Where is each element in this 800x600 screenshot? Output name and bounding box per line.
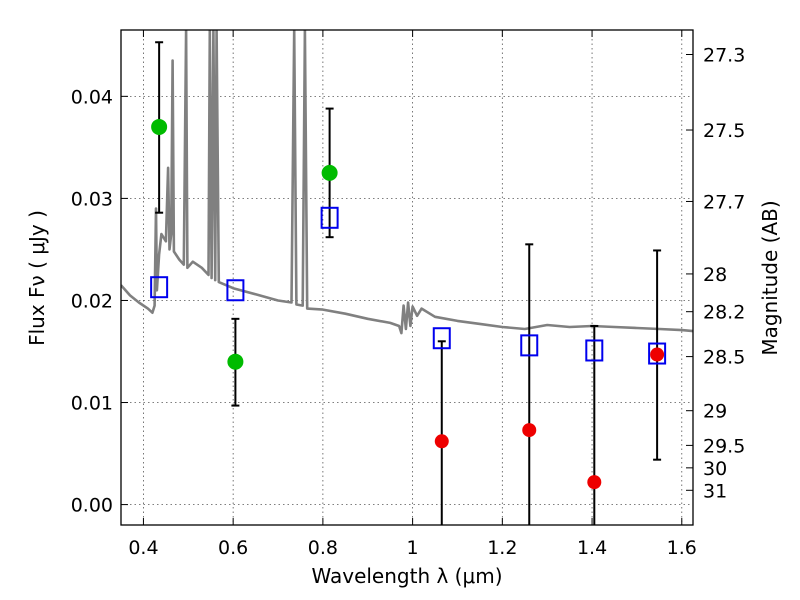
right-tick-label: 27.7 <box>703 191 745 213</box>
model-photometry-box <box>150 276 169 299</box>
x-tick-label: 1.2 <box>487 537 517 559</box>
model-photometry-box <box>432 327 451 350</box>
x-tick-label: 1 <box>407 537 419 559</box>
x-tick-label: 0.4 <box>128 537 158 559</box>
non-detection-point <box>522 423 537 438</box>
right-tick-label: 29.5 <box>703 435 745 457</box>
detection-point <box>151 118 168 135</box>
x-tick-label: 0.6 <box>218 537 248 559</box>
right-tick-label: 27.5 <box>703 120 745 142</box>
non-detection-point <box>650 347 665 362</box>
model-photometry-box <box>226 279 245 302</box>
plot-frame <box>120 29 694 526</box>
x-axis-title: Wavelength λ (μm) <box>311 564 502 588</box>
right-axis-title: Magnitude (AB) <box>758 200 782 355</box>
detection-point <box>321 164 338 181</box>
model-photometry-box <box>520 334 539 357</box>
axis-ticks <box>121 30 693 525</box>
model-photometry-box <box>320 206 339 229</box>
x-tick-label: 1.4 <box>577 537 607 559</box>
plot-area <box>121 30 693 525</box>
right-tick-label: 28.2 <box>703 302 745 324</box>
model-photometry-box <box>585 339 604 362</box>
x-tick-labels: 0.4 0.6 0.8 1 1.2 1.4 1.6 <box>128 537 697 559</box>
observed-photometry-points <box>151 118 665 490</box>
detection-point <box>227 353 244 370</box>
right-tick-label: 27.3 <box>703 44 745 66</box>
x-tick-label: 0.8 <box>308 537 338 559</box>
non-detection-point <box>434 434 449 449</box>
y-tick-label: 0.01 <box>71 393 113 415</box>
model-photometry-boxes <box>150 206 667 365</box>
y-axis-title: Flux Fν ( μJy ) <box>25 210 49 346</box>
y-tick-label: 0.03 <box>71 188 113 210</box>
right-tick-label: 28 <box>703 264 727 286</box>
y-tick-label: 0.04 <box>71 86 113 108</box>
right-tick-label: 30 <box>703 458 727 480</box>
x-tick-label: 1.6 <box>667 537 697 559</box>
right-tick-label: 31 <box>703 480 727 502</box>
non-detection-point <box>587 475 602 490</box>
y-tick-label: 0.00 <box>71 495 113 517</box>
right-tick-label: 29 <box>703 401 727 423</box>
y-tick-labels: 0.00 0.01 0.02 0.03 0.04 <box>71 86 113 516</box>
model-photometry-box <box>648 342 667 365</box>
model-spectrum-line <box>121 30 693 335</box>
y-tick-label: 0.02 <box>71 290 113 312</box>
right-tick-label: 28.5 <box>703 347 745 369</box>
